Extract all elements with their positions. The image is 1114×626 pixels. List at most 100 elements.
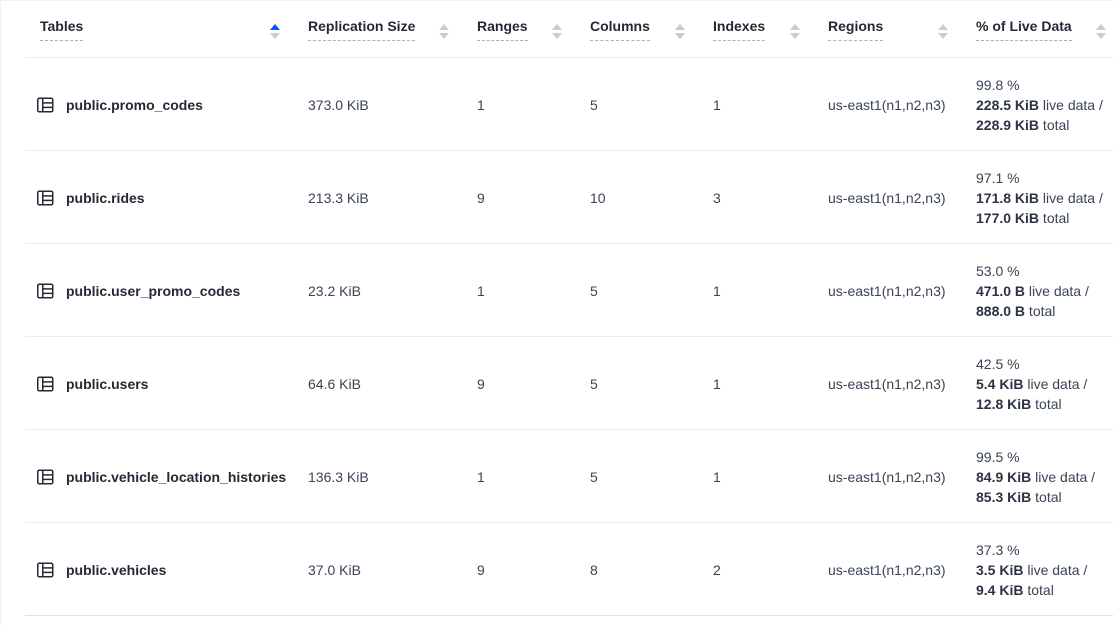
column-header-label[interactable]: % of Live Data — [976, 18, 1072, 41]
sort-desc-icon — [439, 33, 449, 39]
table-name-cell: public.vehicle_location_histories — [1, 468, 308, 486]
replication-size-cell: 23.2 KiB — [308, 282, 361, 299]
live-data-cell: 53.0 % 471.0 B live data / 888.0 B total — [976, 261, 1113, 321]
table-grid-icon — [37, 376, 54, 392]
live-data-cell: 97.1 % 171.8 KiB live data / 177.0 KiB t… — [976, 168, 1113, 228]
indexes-cell: 3 — [713, 189, 721, 206]
sort-asc-icon — [790, 24, 800, 30]
table-name-cell: public.vehicles — [1, 561, 308, 579]
sort-arrows-icon[interactable] — [439, 20, 449, 39]
sort-arrows-icon[interactable] — [675, 20, 685, 39]
column-header-label[interactable]: Ranges — [477, 18, 528, 41]
sort-desc-icon — [790, 33, 800, 39]
table-name-link[interactable]: public.vehicle_location_histories — [66, 468, 287, 485]
sort-arrows-icon[interactable] — [938, 20, 948, 39]
column-header-label[interactable]: Columns — [590, 18, 650, 41]
table-name-link[interactable]: public.users — [66, 375, 149, 392]
table-name-link[interactable]: public.user_promo_codes — [66, 282, 241, 299]
columns-cell: 8 — [590, 561, 598, 578]
ranges-cell: 9 — [477, 561, 485, 578]
live-data-cell: 99.8 % 228.5 KiB live data / 228.9 KiB t… — [976, 75, 1113, 135]
table-name-link[interactable]: public.promo_codes — [66, 96, 203, 113]
columns-cell: 5 — [590, 282, 598, 299]
table-name-link[interactable]: public.rides — [66, 189, 145, 206]
regions-cell: us-east1(n1,n2,n3) — [828, 96, 946, 113]
sort-asc-icon — [1096, 24, 1106, 30]
live-size-line: 171.8 KiB live data / — [976, 189, 1103, 206]
sort-desc-icon — [552, 33, 562, 39]
ranges-cell: 1 — [477, 468, 485, 485]
sort-asc-icon — [552, 24, 562, 30]
live-size-line: 3.5 KiB live data / — [976, 561, 1088, 578]
table-name-link[interactable]: public.vehicles — [66, 561, 167, 578]
columns-cell: 5 — [590, 375, 598, 392]
column-header-tables[interactable]: Tables — [1, 18, 308, 41]
sort-arrows-icon[interactable] — [270, 20, 280, 39]
sort-desc-icon — [1096, 33, 1106, 39]
live-data-cell: 99.5 % 84.9 KiB live data / 85.3 KiB tot… — [976, 447, 1113, 507]
table-name-cell: public.rides — [1, 189, 308, 207]
live-percent: 42.5 % — [976, 355, 1020, 372]
replication-size-cell: 213.3 KiB — [308, 189, 369, 206]
sort-arrows-icon[interactable] — [552, 20, 562, 39]
total-size-line: 177.0 KiB total — [976, 209, 1070, 226]
table-row: public.rides 213.3 KiB 9 10 3 us-east1(n… — [1, 151, 1113, 244]
live-data-cell: 42.5 % 5.4 KiB live data / 12.8 KiB tota… — [976, 354, 1113, 414]
column-header-label[interactable]: Indexes — [713, 18, 766, 41]
table-name-cell: public.user_promo_codes — [1, 282, 308, 300]
regions-cell: us-east1(n1,n2,n3) — [828, 282, 946, 299]
regions-cell: us-east1(n1,n2,n3) — [828, 468, 946, 485]
ranges-cell: 9 — [477, 375, 485, 392]
column-header-label[interactable]: Regions — [828, 18, 884, 41]
total-size-line: 85.3 KiB total — [976, 488, 1062, 505]
live-percent: 53.0 % — [976, 262, 1020, 279]
live-size-line: 471.0 B live data / — [976, 282, 1089, 299]
live-size-line: 84.9 KiB live data / — [976, 468, 1096, 485]
table-grid-icon — [37, 469, 54, 485]
table-row: public.users 64.6 KiB 9 5 1 us-east1(n1,… — [1, 337, 1113, 430]
live-percent: 99.8 % — [976, 76, 1020, 93]
indexes-cell: 1 — [713, 375, 721, 392]
total-size-line: 228.9 KiB total — [976, 116, 1070, 133]
regions-cell: us-east1(n1,n2,n3) — [828, 561, 946, 578]
column-header-live-data[interactable]: % of Live Data — [976, 18, 1113, 41]
total-size-line: 12.8 KiB total — [976, 395, 1062, 412]
column-header-indexes[interactable]: Indexes — [713, 18, 828, 41]
ranges-cell: 1 — [477, 282, 485, 299]
table-grid-icon — [37, 97, 54, 113]
live-percent: 99.5 % — [976, 448, 1020, 465]
replication-size-cell: 136.3 KiB — [308, 468, 369, 485]
sort-arrows-icon[interactable] — [1096, 20, 1106, 39]
column-header-ranges[interactable]: Ranges — [477, 18, 590, 41]
indexes-cell: 1 — [713, 96, 721, 113]
table-row: public.vehicle_location_histories 136.3 … — [1, 430, 1113, 523]
columns-cell: 10 — [590, 189, 606, 206]
sort-asc-icon — [439, 24, 449, 30]
regions-cell: us-east1(n1,n2,n3) — [828, 189, 946, 206]
table-grid-icon — [37, 190, 54, 206]
columns-cell: 5 — [590, 468, 598, 485]
column-header-label[interactable]: Tables — [40, 18, 84, 41]
sort-asc-icon — [675, 24, 685, 30]
regions-cell: us-east1(n1,n2,n3) — [828, 375, 946, 392]
table-row: public.user_promo_codes 23.2 KiB 1 5 1 u… — [1, 244, 1113, 337]
column-header-columns[interactable]: Columns — [590, 18, 713, 41]
column-header-label[interactable]: Replication Size — [308, 18, 416, 41]
table-row: public.vehicles 37.0 KiB 9 8 2 us-east1(… — [1, 523, 1113, 616]
table-header-row: Tables Replication Size Ranges Columns I… — [1, 1, 1113, 58]
live-size-line: 5.4 KiB live data / — [976, 375, 1088, 392]
total-size-line: 9.4 KiB total — [976, 581, 1054, 598]
table-name-cell: public.promo_codes — [1, 96, 308, 114]
indexes-cell: 2 — [713, 561, 721, 578]
sort-desc-icon — [938, 33, 948, 39]
column-header-regions[interactable]: Regions — [828, 18, 976, 41]
sort-desc-icon — [270, 33, 280, 39]
live-data-cell: 37.3 % 3.5 KiB live data / 9.4 KiB total — [976, 540, 1113, 600]
replication-size-cell: 37.0 KiB — [308, 561, 361, 578]
column-header-replication-size[interactable]: Replication Size — [308, 18, 477, 41]
sort-desc-icon — [675, 33, 685, 39]
live-size-line: 228.5 KiB live data / — [976, 96, 1103, 113]
sort-asc-icon — [270, 24, 280, 30]
sort-arrows-icon[interactable] — [790, 20, 800, 39]
